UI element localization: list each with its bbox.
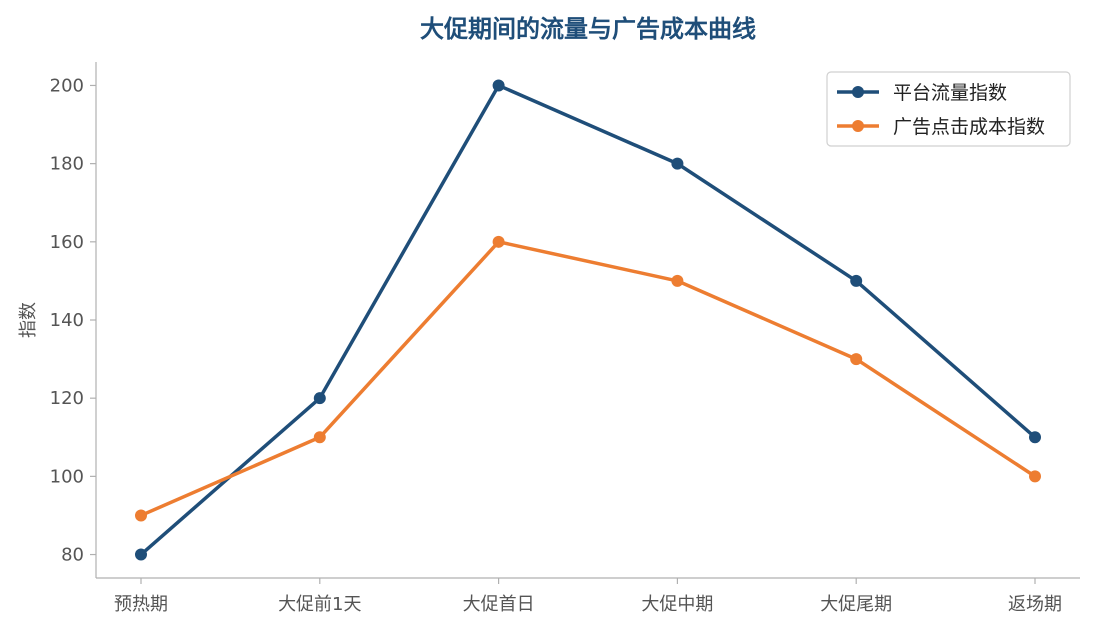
data-point-series-1 [850,274,863,287]
legend-label-1: 平台流量指数 [893,82,1007,104]
data-point-series-1 [135,548,147,561]
data-point-series-2 [671,274,684,287]
axes: 80 100 120 140 160 180 200 预热期 大促前1天 大促首日 大促中期 大促尾期… [50,62,1080,615]
y-tick-label: 180 [50,154,84,175]
legend-box [826,71,1071,147]
series-line-2 [139,240,1037,518]
series-layer [135,79,1041,561]
data-point-series-2 [850,353,863,366]
y-tick-label: 140 [50,310,84,331]
y-tick-label: 120 [50,388,84,409]
legend-marker-2 [852,120,864,132]
x-tick-label: 大促前1天 [278,594,361,615]
x-tick-label: 大促中期 [641,594,713,615]
y-tick-label: 200 [50,75,84,96]
data-point-series-2 [1029,470,1041,483]
y-tick-label: 100 [50,466,84,487]
data-point-series-2 [492,235,505,248]
data-point-series-2 [313,431,326,444]
x-tick-label: 预热期 [114,594,168,615]
data-point-series-2 [135,509,147,522]
x-tick-label: 大促首日 [463,594,535,615]
series-line-1 [139,83,1037,557]
legend-label-2: 广告点击成本指数 [893,116,1045,138]
y-tick-label: 80 [61,545,84,566]
data-point-series-1 [1029,431,1041,444]
x-tick-label: 大促尾期 [820,594,892,615]
chart-title: 大促期间的流量与广告成本曲线 [420,15,756,43]
x-tick-label: 返场期 [1008,594,1062,615]
data-point-series-1 [492,79,505,92]
legend-marker-1 [852,86,864,98]
data-point-series-1 [313,392,326,405]
y-tick-label: 160 [50,232,84,253]
y-axis-label: 指数 [18,302,39,338]
data-point-series-1 [671,157,684,170]
